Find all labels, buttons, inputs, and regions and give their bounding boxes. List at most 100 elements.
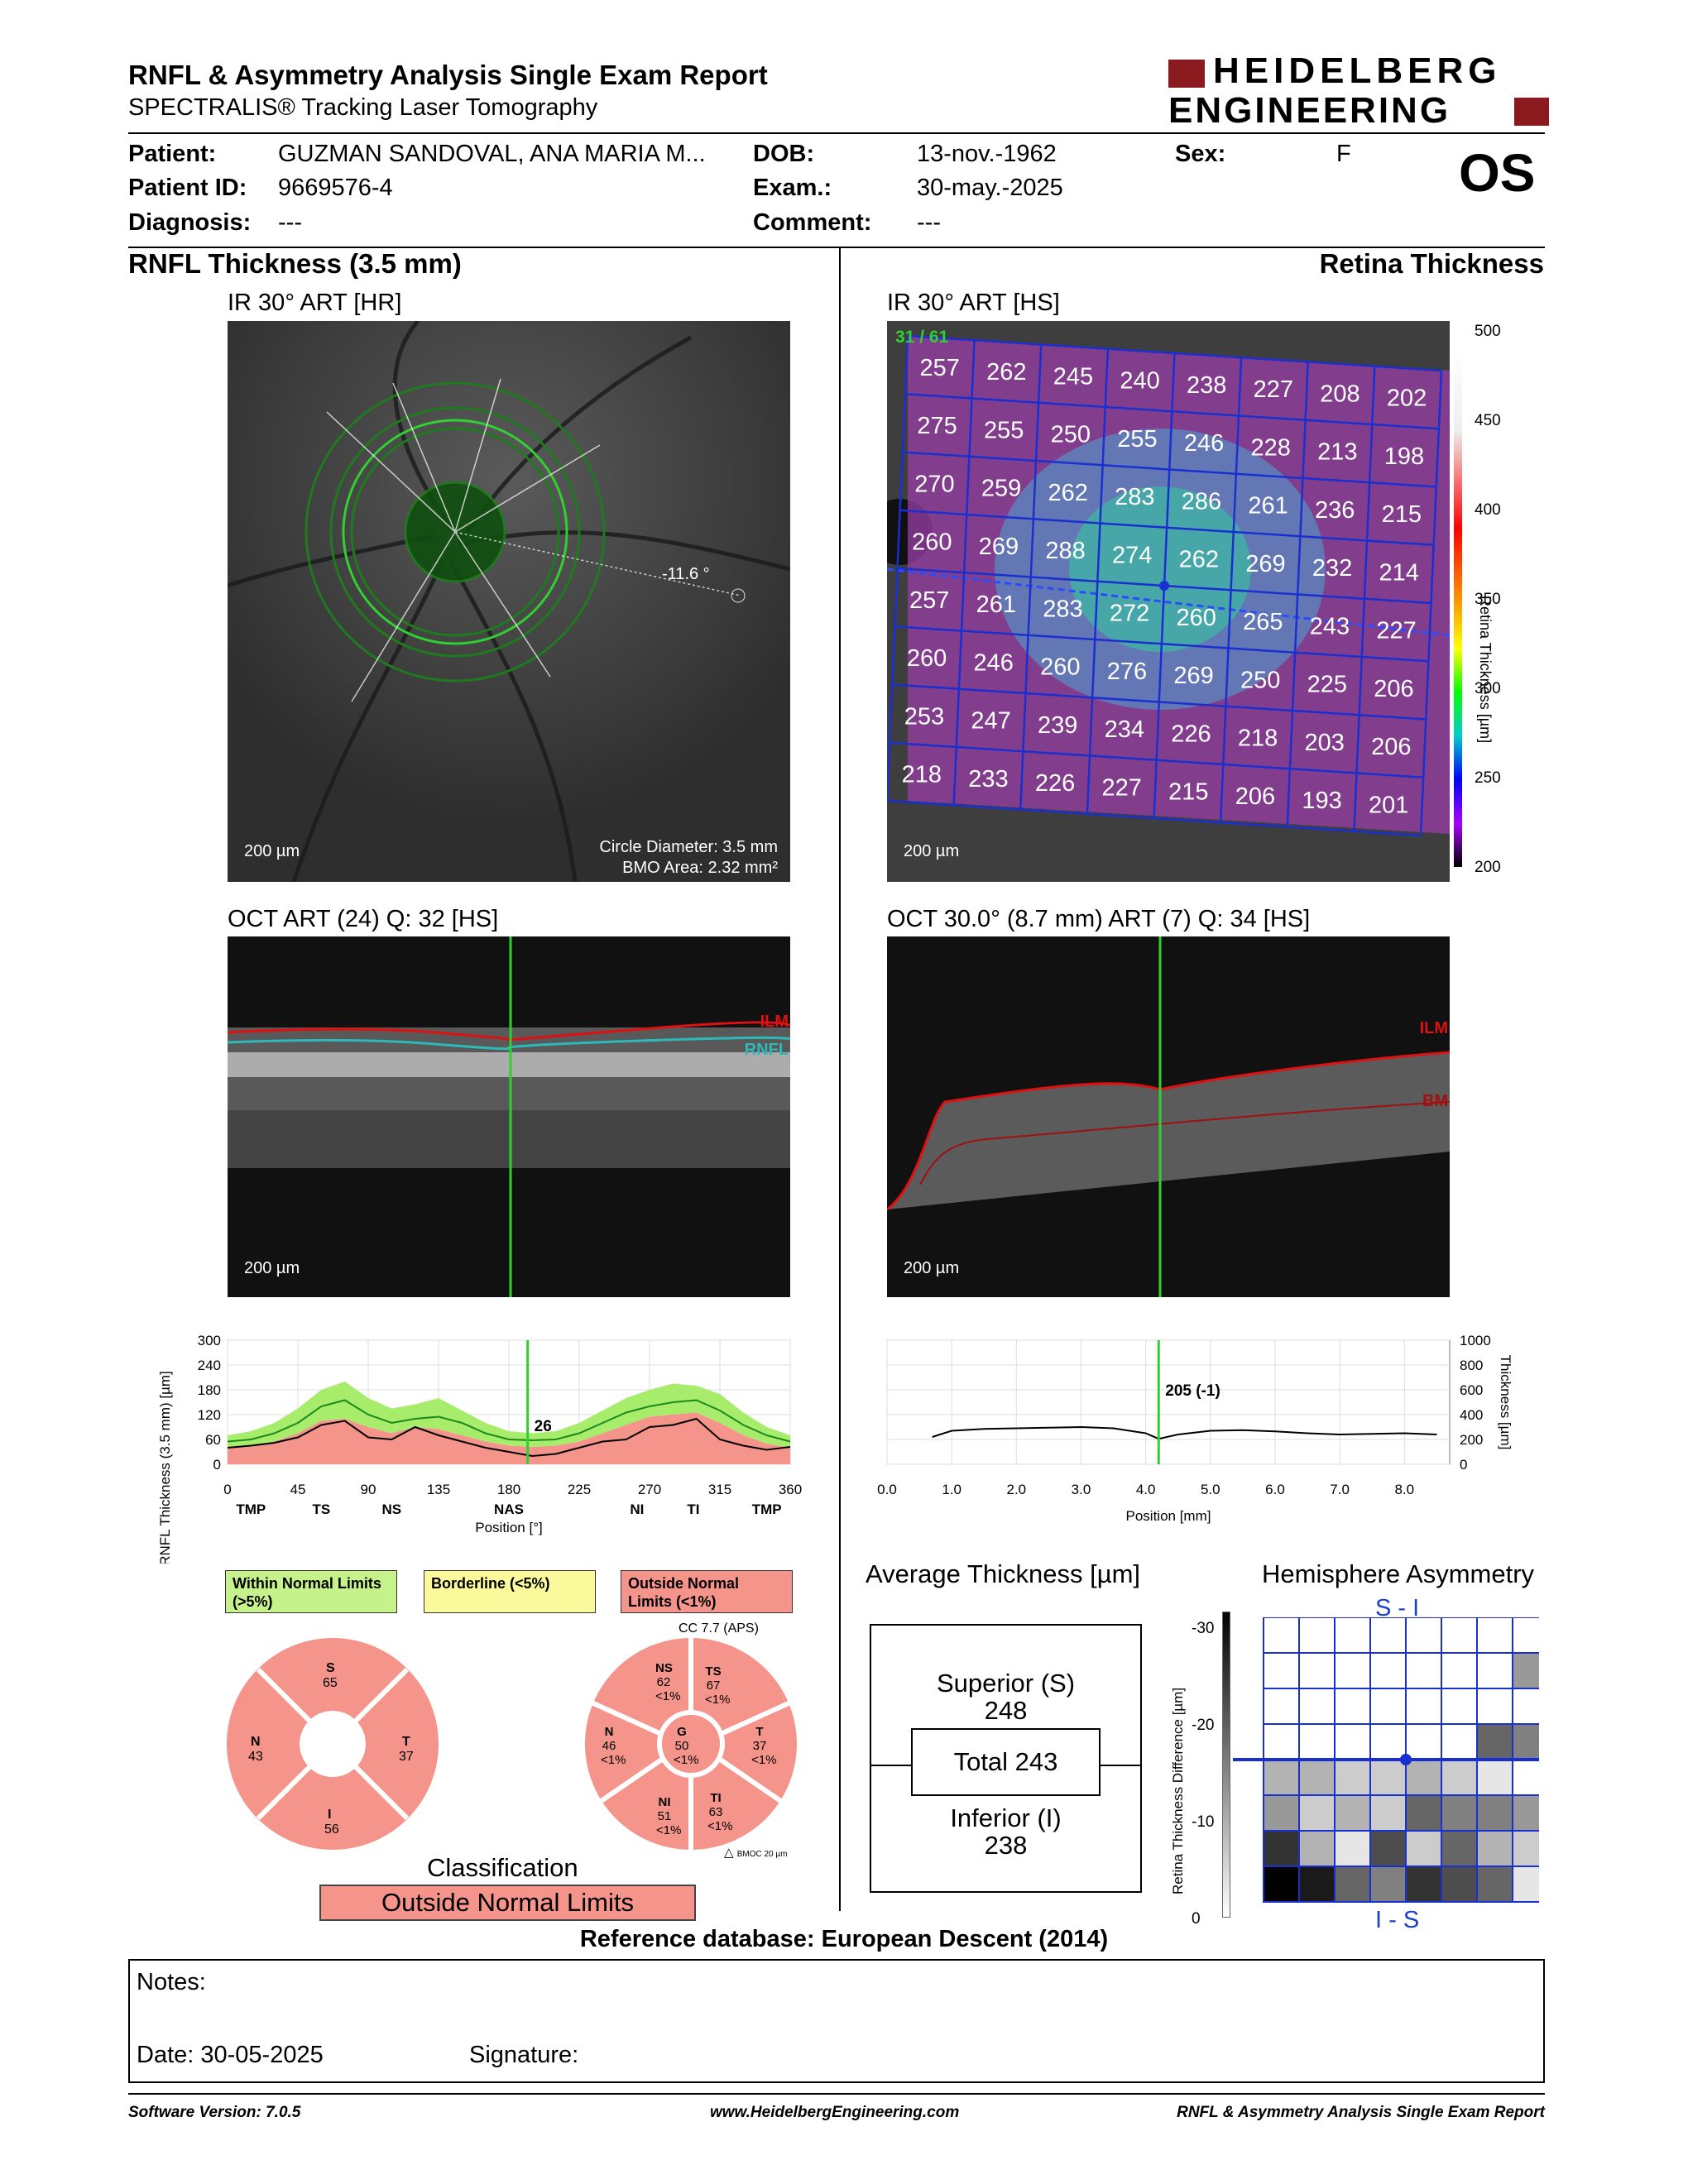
- sector6-ns-p: <1%: [655, 1689, 681, 1703]
- asymmetry-cell: [1476, 1866, 1513, 1903]
- diagnosis-value: ---: [278, 209, 302, 236]
- grid-cell-value: 253: [904, 703, 944, 730]
- legend-outside-normal: Outside Normal Limits (<1%): [621, 1570, 793, 1613]
- grid-cell-value: 262: [986, 359, 1026, 386]
- grid-cell-value: 272: [1110, 601, 1149, 627]
- asymmetry-cell: [1405, 1617, 1442, 1654]
- grid-cell-value: 260: [912, 529, 952, 556]
- comment-value: ---: [917, 209, 941, 236]
- grid-cell-value: 198: [1384, 443, 1424, 470]
- rnfl-sector-label: TMP: [236, 1502, 266, 1517]
- grid-line-vertical: [1353, 366, 1376, 831]
- date-label: Date: 30-05-2025: [137, 2042, 324, 2068]
- sector4-s-value: 65: [323, 1676, 338, 1690]
- grid-cell-value: 232: [1312, 555, 1352, 582]
- grid-cell-value: 227: [1102, 774, 1142, 801]
- comment-label: Comment:: [753, 209, 872, 236]
- signature-label: Signature:: [469, 2042, 579, 2068]
- grid-cell-value: 257: [920, 355, 960, 381]
- retina-y-tick: 1000: [1460, 1333, 1491, 1348]
- retina-x-tick: 0.0: [877, 1482, 897, 1497]
- asymmetry-cell: [1512, 1617, 1539, 1654]
- sector6-ni-label: NI: [658, 1795, 671, 1809]
- grid-cell-value: 245: [1053, 363, 1093, 390]
- colorbar-tick: 300: [1475, 680, 1501, 697]
- asymmetry-cell: [1298, 1866, 1336, 1903]
- grid-line-vertical: [1219, 357, 1243, 823]
- grid-cell-value: 226: [1171, 721, 1211, 747]
- asymmetry-center-marker: [1400, 1754, 1412, 1765]
- asymmetry-tick: -30: [1192, 1620, 1215, 1637]
- asymmetry-cell: [1441, 1759, 1478, 1796]
- grid-cell-value: 203: [1305, 730, 1345, 756]
- asymmetry-cell: [1334, 1830, 1371, 1867]
- grid-cell-value: 227: [1376, 618, 1416, 644]
- rnfl-y-tick: 60: [205, 1432, 221, 1448]
- dob-value: 13-nov.-1962: [917, 141, 1057, 167]
- colorbar-axis-label: Retina Thickness [µm]: [1477, 596, 1494, 744]
- reference-database: Reference database: European Descent (20…: [579, 1926, 1109, 1952]
- retina-x-axis-label: Position [mm]: [1126, 1508, 1211, 1524]
- asymmetry-grid: [1233, 1617, 1539, 1903]
- classification-title: Classification: [427, 1853, 578, 1882]
- report-title: RNFL & Asymmetry Analysis Single Exam Re…: [128, 60, 768, 90]
- asymmetry-cell: [1512, 1866, 1539, 1903]
- grid-cell-value: 255: [984, 417, 1024, 443]
- asymmetry-cell: [1298, 1759, 1336, 1796]
- left-oct-caption: OCT ART (24) Q: 32 [HS]: [228, 906, 499, 932]
- asymmetry-cell: [1441, 1688, 1478, 1725]
- asymmetry-tick: -20: [1192, 1717, 1215, 1734]
- rnfl-measured-line: [227, 1417, 791, 1458]
- sector4-i-label: I: [328, 1808, 332, 1822]
- asymmetry-cell: [1263, 1830, 1300, 1867]
- grid-cell-value: 260: [1040, 654, 1080, 681]
- normal-band: [228, 1382, 790, 1448]
- sector6-ns-value: 62: [656, 1675, 671, 1689]
- sector6-g: G 50 <1%: [674, 1725, 698, 1767]
- exam-label: Exam.:: [753, 175, 832, 201]
- asymmetry-cell: [1298, 1794, 1336, 1832]
- asymmetry-cell: [1334, 1723, 1371, 1760]
- sector6-ti-p: <1%: [707, 1819, 733, 1833]
- rnfl-y-axis-label: RNFL Thickness (3.5 mm) [µm]: [157, 1371, 173, 1564]
- asymmetry-cell: [1512, 1723, 1539, 1760]
- sector6-t-label: T: [755, 1725, 764, 1739]
- patient-id: 9669576-4: [278, 175, 393, 201]
- grid-cell-value: 193: [1302, 788, 1341, 814]
- asymmetry-cell: [1441, 1723, 1478, 1760]
- rnfl-x-tick: 90: [361, 1482, 376, 1497]
- sector6-ns-label: NS: [655, 1661, 673, 1675]
- asymmetry-cell: [1512, 1652, 1539, 1689]
- asymmetry-cell: [1441, 1617, 1478, 1654]
- logo-line2: ENGINEERING: [1168, 90, 1451, 131]
- asymmetry-cell: [1512, 1688, 1539, 1725]
- grid-cell-value: 270: [914, 471, 954, 497]
- sector6-g-value: 50: [674, 1739, 689, 1753]
- colorbar-tick: 500: [1475, 323, 1501, 340]
- rnfl-x-tick: 0: [223, 1482, 231, 1497]
- website-link[interactable]: www.HeidelbergEngineering.com: [710, 2104, 960, 2121]
- superior-label: Superior (S): [936, 1669, 1076, 1698]
- grid-cell-value: 225: [1307, 672, 1347, 698]
- asymmetry-cell: [1334, 1652, 1371, 1689]
- asymmetry-cell: [1334, 1794, 1371, 1832]
- rnfl-x-tick: 225: [568, 1482, 591, 1497]
- grid-line-vertical: [1286, 362, 1309, 827]
- grid-cell-value: 261: [976, 592, 1016, 618]
- asymmetry-cell: [1476, 1617, 1513, 1654]
- rnfl-x-tick: 45: [290, 1482, 306, 1497]
- ir-fundus-image-left: -11.6 ° 200 µm Circle Diameter: 3.5 mm B…: [228, 321, 790, 882]
- grid-cell-value: 213: [1317, 439, 1357, 466]
- rnfl-sector-label: NS: [382, 1502, 402, 1517]
- left-ir-caption: IR 30° ART [HR]: [228, 290, 402, 316]
- asymmetry-cell: [1334, 1688, 1371, 1725]
- asymmetry-cell: [1334, 1866, 1371, 1903]
- dob-label: DOB:: [753, 141, 815, 167]
- rnfl-section-title: RNFL Thickness (3.5 mm): [128, 248, 462, 279]
- scale-bar-ir-right: 200 µm: [904, 842, 960, 860]
- sector-pie-4: [227, 1638, 439, 1850]
- asymmetry-cell: [1263, 1688, 1300, 1725]
- grid-cell-value: 202: [1387, 386, 1427, 412]
- asymmetry-cell: [1512, 1759, 1539, 1796]
- notes-box[interactable]: Notes: Date: 30-05-2025 Signature:: [128, 1959, 1545, 2083]
